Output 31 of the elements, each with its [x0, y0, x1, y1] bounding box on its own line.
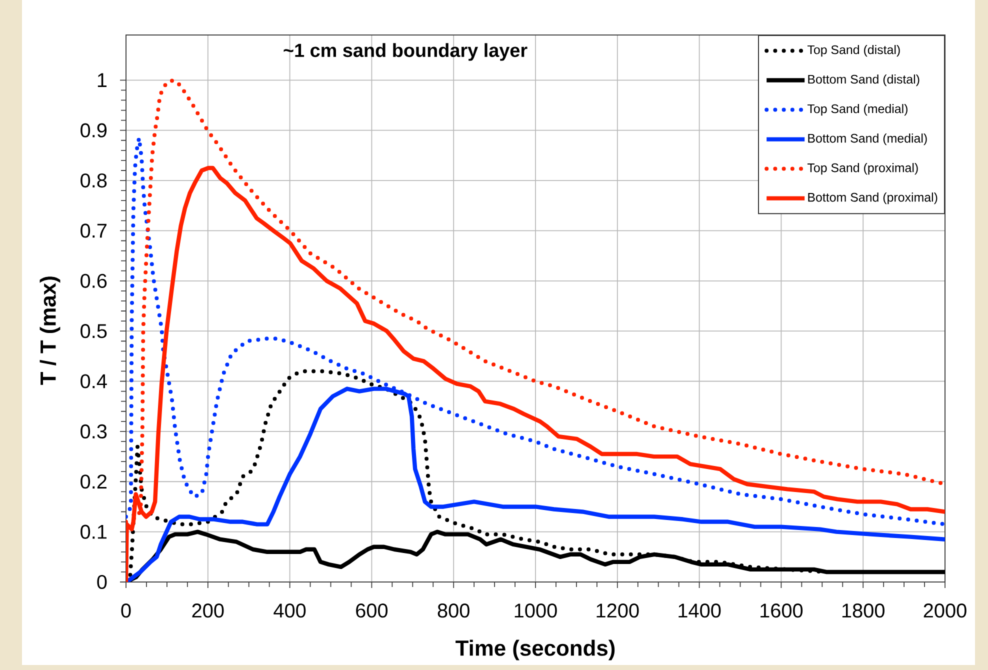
- x-axis-title: Time (seconds): [456, 640, 615, 660]
- x-tick-label: 1000: [514, 604, 557, 618]
- y-tick-label: 0.3: [80, 424, 107, 438]
- y-tick-label: 0.4: [80, 374, 107, 388]
- x-tick-label: 2000: [924, 604, 966, 618]
- y-tick-label: 0.9: [80, 123, 107, 138]
- legend-label: Top Sand (medial): [807, 104, 908, 116]
- x-tick-label: 600: [356, 604, 388, 618]
- y-tick-label: 1: [98, 73, 107, 88]
- x-tick-label: 0: [121, 604, 131, 618]
- x-tick-label: 1400: [678, 604, 721, 618]
- legend-label: Top Sand (distal): [807, 44, 900, 57]
- x-tick-label: 400: [274, 604, 306, 618]
- chart-title: ~1 cm sand boundary layer: [284, 43, 528, 61]
- y-tick-label: 0.8: [80, 173, 107, 188]
- x-tick-label: 1600: [760, 604, 803, 618]
- y-tick-label: 0.7: [80, 224, 106, 238]
- x-tick-label: 800: [438, 604, 470, 618]
- x-tick-label: 1800: [842, 604, 884, 618]
- y-tick-label: 0: [97, 574, 107, 590]
- y-tick-label: 0.2: [80, 474, 106, 489]
- legend-label: Bottom Sand (proximal): [808, 192, 938, 204]
- x-tick-label: 1200: [596, 604, 639, 618]
- y-tick-label: 0.5: [80, 324, 107, 338]
- legend-label: Bottom Sand (distal): [808, 74, 920, 86]
- x-tick-label: 200: [192, 604, 224, 618]
- legend-label: Bottom Sand (medial): [808, 134, 927, 146]
- y-axis-title: T / T (max): [40, 276, 60, 385]
- y-tick-label: 0.6: [80, 274, 107, 288]
- y-tick-label: 0.1: [80, 524, 107, 539]
- legend-label: Top Sand (proximal): [807, 163, 918, 175]
